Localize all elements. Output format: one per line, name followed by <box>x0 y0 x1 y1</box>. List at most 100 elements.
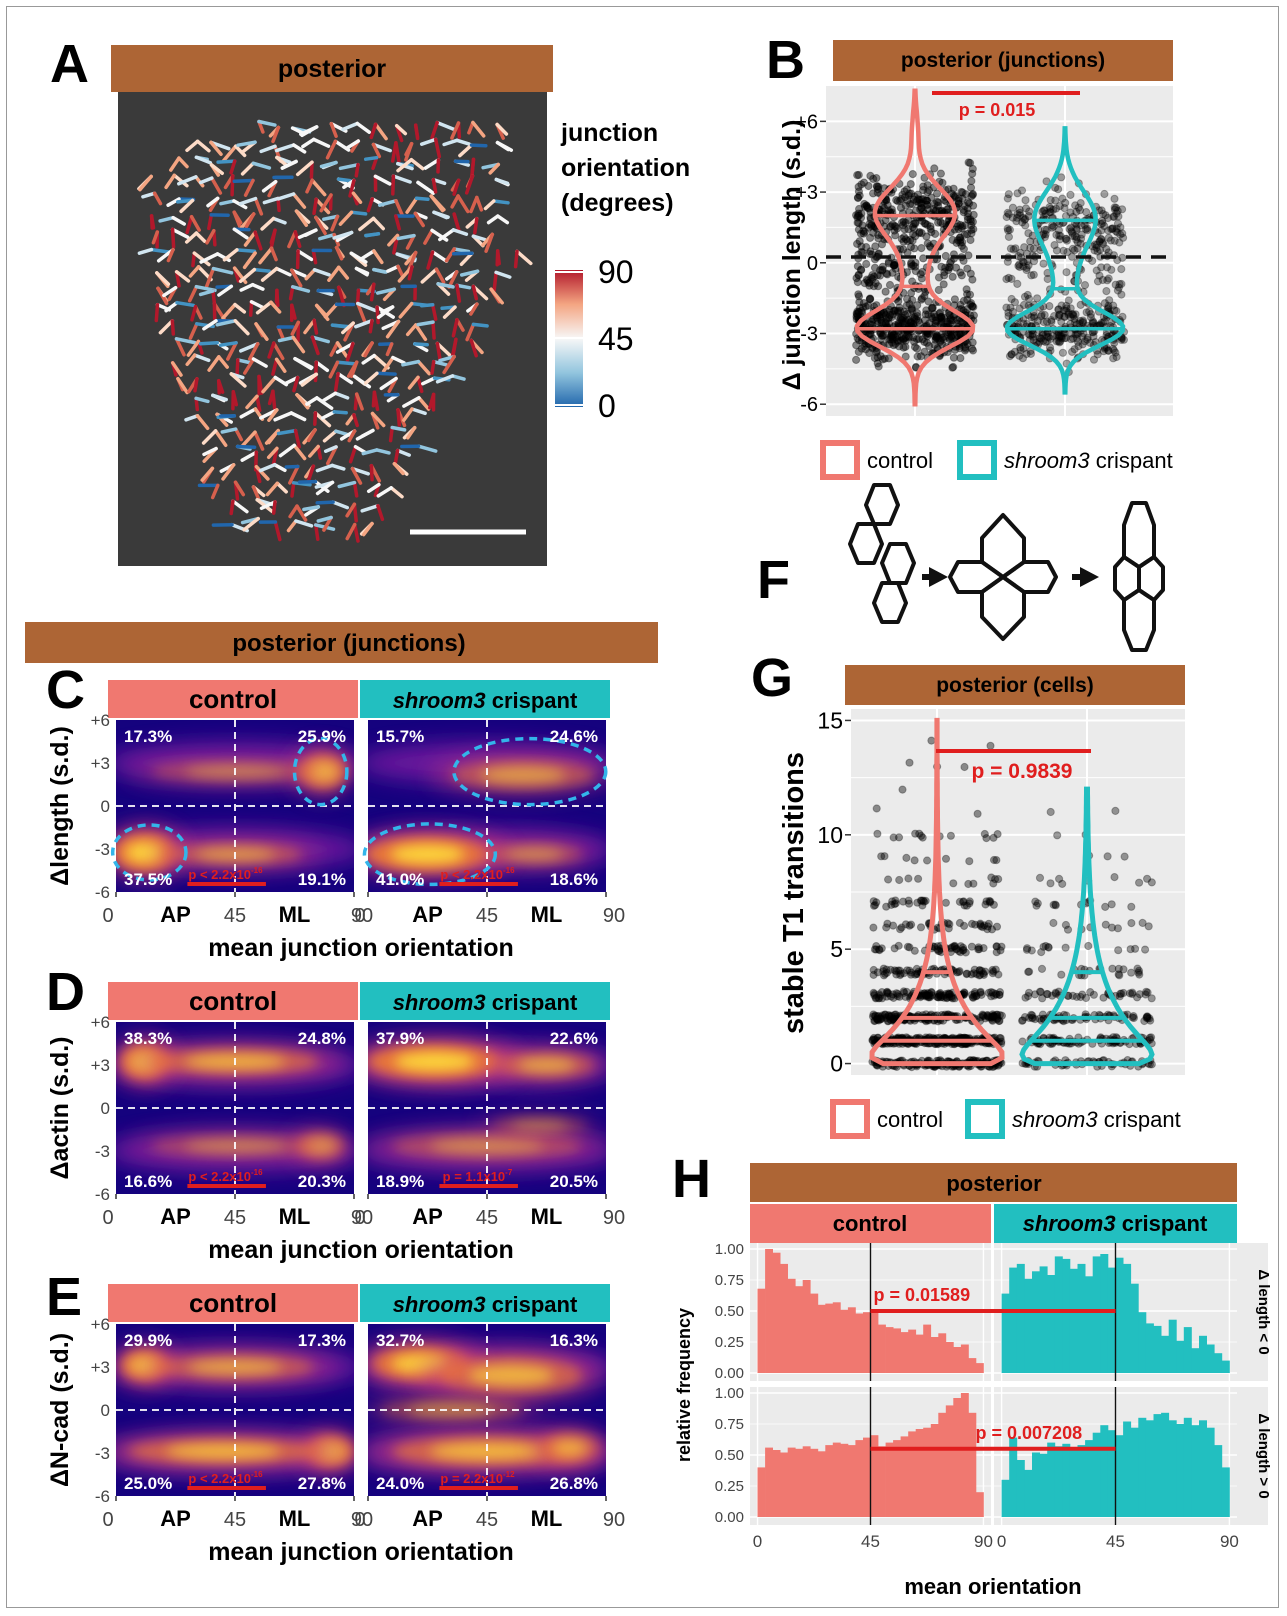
data-point-crispant <box>1025 207 1034 216</box>
data-point-control <box>917 896 926 905</box>
junction-segment <box>373 122 388 141</box>
data-point-control <box>924 310 933 319</box>
junction-segment <box>215 319 238 327</box>
xtick: 0 <box>354 1207 365 1229</box>
data-point-crispant <box>1135 878 1144 887</box>
junction-segment <box>273 520 282 542</box>
quadrant-percent-tl: 29.9% <box>124 1331 172 1350</box>
data-point-control <box>979 970 989 980</box>
data-point-control <box>912 197 921 206</box>
data-point-crispant <box>1068 310 1078 319</box>
quadrant-percent-tl: 38.3% <box>124 1029 172 1048</box>
histogram-bar <box>1069 1268 1078 1373</box>
junction-segment <box>414 323 428 342</box>
data-point-control <box>926 224 935 234</box>
data-point-control <box>956 238 965 247</box>
ytick-h: 1.00 <box>715 1241 744 1258</box>
junction-segment <box>233 319 250 336</box>
data-point-crispant <box>1102 263 1112 272</box>
junction-segment <box>483 199 496 211</box>
data-point-control <box>911 218 920 227</box>
data-point-crispant <box>1072 334 1082 343</box>
data-point-control <box>867 220 876 230</box>
junction-segment <box>308 444 320 458</box>
junction-segment <box>266 446 279 460</box>
data-point-control <box>896 196 905 205</box>
junction-segment <box>319 160 338 169</box>
data-point-crispant <box>1002 275 1011 284</box>
histogram-bar <box>1107 1267 1116 1373</box>
data-point-control <box>864 204 874 213</box>
junction-segment <box>368 318 374 334</box>
data-point-control <box>937 262 946 271</box>
junction-segment <box>305 178 314 194</box>
data-point-crispant <box>1051 988 1060 997</box>
data-point-control <box>889 833 898 842</box>
junction-segment <box>323 445 338 453</box>
data-point-control <box>946 314 955 323</box>
junction-network-image <box>137 119 533 543</box>
ylabel-panel_e: ΔN-cad (s.d.) <box>46 1333 74 1487</box>
junction-segment <box>288 285 295 301</box>
data-point-crispant <box>1135 970 1144 979</box>
data-point-control <box>907 260 916 269</box>
junction-segment <box>174 270 191 283</box>
data-point-crispant <box>1142 987 1151 996</box>
data-point-control <box>882 902 891 911</box>
data-point-control <box>860 342 869 351</box>
data-point-control <box>921 196 930 205</box>
data-point-control <box>898 218 907 227</box>
junction-segment <box>450 337 458 359</box>
junction-segment <box>433 137 442 159</box>
junction-segment <box>193 377 199 393</box>
data-point-control <box>885 305 894 314</box>
data-point-crispant <box>1100 317 1109 326</box>
data-point-crispant <box>1104 346 1113 355</box>
data-point-control <box>907 258 916 267</box>
data-point-crispant <box>1086 313 1096 322</box>
data-point-control <box>880 969 890 979</box>
row-strip-bottom-label: Δ length > 0 <box>1255 1413 1272 1498</box>
junction-segment <box>358 249 376 262</box>
data-point-crispant <box>1015 351 1024 360</box>
junction-segment <box>329 341 340 357</box>
data-point-control <box>952 238 961 247</box>
data-point-crispant <box>1068 228 1077 237</box>
data-point-control <box>872 898 881 907</box>
xtick: 45 <box>476 1207 498 1229</box>
data-point-control <box>893 197 902 206</box>
junction-segment <box>292 375 300 393</box>
data-point-control <box>853 307 862 316</box>
junction-segment <box>416 180 432 193</box>
data-point-control <box>931 332 940 341</box>
xcategory-label: ML <box>531 902 563 927</box>
data-point-control <box>963 212 972 222</box>
xlabel-panel_e: mean junction orientation <box>208 1538 514 1566</box>
data-point-crispant <box>1048 332 1058 341</box>
junction-segment <box>191 251 197 268</box>
junction-segment <box>232 178 255 184</box>
junction-segment <box>306 428 317 443</box>
data-point-control <box>923 856 932 865</box>
histogram-bar <box>1069 1450 1078 1517</box>
junction-segment <box>211 393 228 402</box>
histogram-bar <box>1153 1414 1162 1517</box>
xcategory-label: ML <box>531 1506 563 1531</box>
data-point-control <box>963 215 973 224</box>
data-point-control <box>959 206 969 215</box>
data-point-crispant <box>1066 190 1075 199</box>
junction-segment <box>376 504 385 522</box>
data-point-control <box>947 316 956 325</box>
junction-segment <box>189 214 201 232</box>
data-point-crispant <box>1057 970 1066 979</box>
data-point-crispant <box>1022 265 1031 275</box>
junction-segment <box>452 212 460 229</box>
junction-segment <box>391 174 396 196</box>
data-point-crispant <box>1035 334 1044 343</box>
data-point-crispant <box>1063 925 1073 934</box>
junction-segment <box>391 174 412 184</box>
junction-segment <box>194 155 213 165</box>
data-point-control <box>959 208 968 217</box>
data-point-control <box>905 758 914 767</box>
junction-segment <box>336 371 354 385</box>
